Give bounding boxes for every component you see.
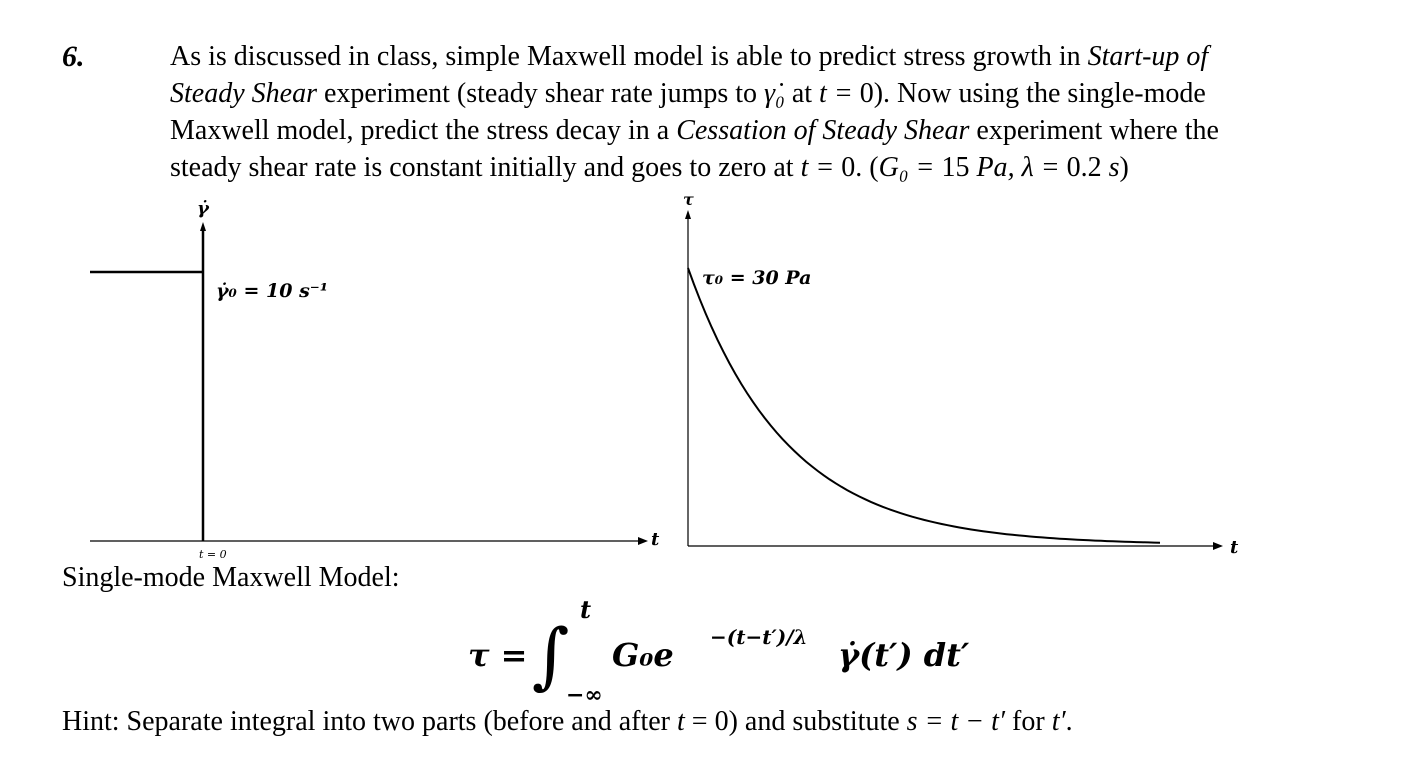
right-start-label: τ₀ = 30 Pa [702,267,811,289]
right-x-axis-label: t [1230,537,1239,558]
text-run: . [1065,706,1073,737]
left-x-arrow-icon [638,537,648,545]
hint-text: Hint: Separate integral into two parts (… [62,706,1073,738]
integrand-exponent: −(t−t′)/λ [710,625,808,649]
text-run: at [784,78,820,109]
symbol-t-prime: t′ [1051,706,1066,737]
question-number: 6. [62,40,85,73]
right-x-arrow-icon [1213,542,1223,550]
symbol-gamma0: γ̇₀ [764,78,785,109]
left-y-axis-label: γ̇ [197,198,210,219]
right-y-axis-label: τ [683,190,694,209]
symbol-t-equals: t = [800,152,842,183]
left-tick-label: t = 0 [199,548,227,561]
problem-line-3: Maxwell model, predict the stress decay … [170,112,1370,149]
integral-sign: ∫ [532,613,570,697]
integrand-G0e: G₀e [612,636,674,674]
symbol-zero: 0 [859,78,874,109]
text-run: Maxwell model, predict the stress decay … [170,115,677,146]
problem-line-2: Steady Shear experiment (steady shear ra… [170,75,1370,112]
unit-s: s [1108,152,1120,183]
value-G0: 15 [941,152,977,183]
text-run: experiment where the [969,115,1219,146]
left-x-axis-label: t [651,529,660,550]
problem-line-1: As is discussed in class, simple Maxwell… [170,38,1370,75]
maxwell-equation: τ = ∫ t −∞ G₀e −(t−t′)/λ γ̇(t′) dt′ [468,596,970,706]
emphasis-cessation: Cessation of Steady Shear [676,115,970,146]
integrand-rest: γ̇(t′) dt′ [838,636,970,674]
emphasis-steady-shear: Steady Shear [170,78,317,109]
value-lambda: 0.2 [1066,152,1109,183]
text-run: ) [1119,152,1129,183]
symbol-G0: G₀ = [878,152,942,183]
left-level-label: γ̇₀ = 10 s⁻¹ [216,280,328,302]
text-run: 0. ( [841,152,879,183]
text-run: = 0) and substitute [684,706,907,737]
problem-statement: As is discussed in class, simple Maxwell… [170,38,1370,186]
stress-decay-curve [687,267,1161,544]
emphasis-startup: Start-up of [1087,41,1209,72]
problem-line-4: steady shear rate is constant initially … [170,149,1370,186]
right-y-arrow-icon [685,210,691,219]
left-plot-shear-rate: γ̇ t γ̇₀ = 10 s⁻¹ t = 0 [90,198,660,561]
text-run: steady shear rate is constant initially … [170,152,801,183]
integral-lower-limit: −∞ [566,682,603,706]
symbol-t-equals: t = [819,78,860,109]
right-plot-stress: τ t τ₀ = 30 Pa [683,190,1239,558]
equation-lhs: τ = [468,636,527,674]
symbol-substitution: s = t − t′ [906,706,1006,737]
integral-upper-limit: t [580,596,591,624]
text-run: As is discussed in class, simple Maxwell… [170,41,1088,72]
text-run: experiment (steady shear rate jumps to [316,78,765,109]
text-run: ). Now using the single-mode [873,78,1206,109]
symbol-lambda: , λ = [1007,152,1067,183]
text-run: for [1005,706,1052,737]
text-run: Hint: Separate integral into two parts (… [62,706,677,737]
model-label: Single-mode Maxwell Model: [62,562,400,593]
unit-Pa: Pa [976,152,1008,183]
left-y-arrow-icon [200,222,206,231]
symbol-t: t [677,706,685,737]
